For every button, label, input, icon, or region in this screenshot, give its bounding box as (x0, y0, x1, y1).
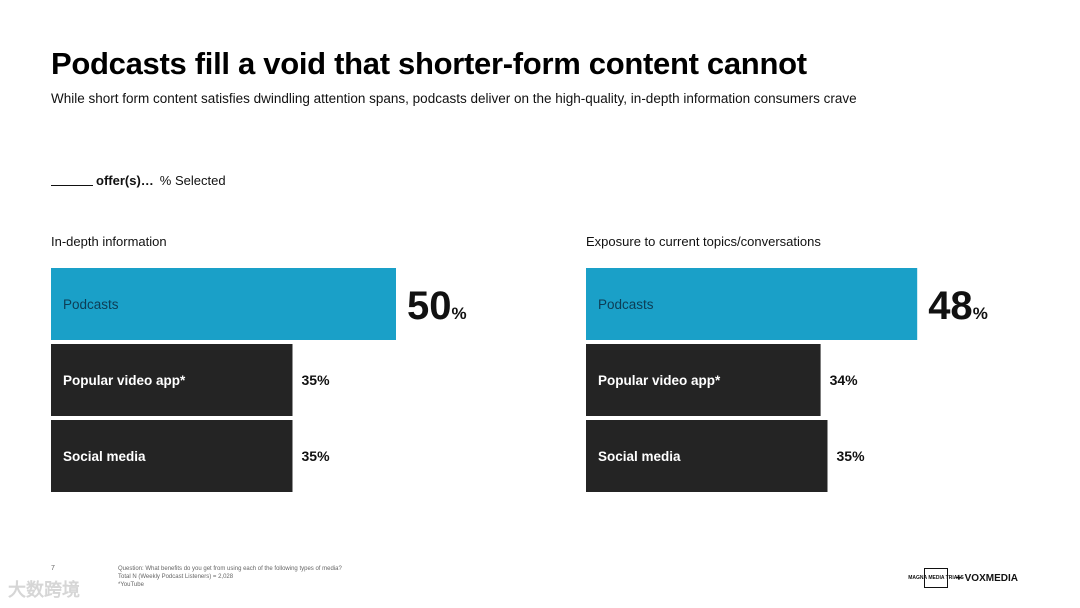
bar-1 (51, 268, 396, 340)
data-label: 50% (407, 284, 467, 328)
legend-suffix: % Selected (159, 173, 226, 188)
bar-label: Popular video app* (63, 373, 186, 388)
chart-title: Exposure to current topics/conversations (586, 234, 821, 249)
data-label: 35% (837, 448, 866, 464)
watermark: 大数跨境 (8, 580, 80, 600)
bar-2 (586, 344, 821, 416)
bar-label: Podcasts (598, 297, 654, 312)
data-label: 34% (830, 372, 859, 388)
blank-underline (51, 185, 93, 186)
data-label: 48% (928, 284, 988, 328)
data-label: 35% (302, 448, 331, 464)
bar-label: Popular video app* (598, 373, 721, 388)
data-label: 35% (302, 372, 331, 388)
logos: MAGNA MEDIA TRIALS + VOXMEDIA (908, 568, 1018, 588)
legend-line: offer(s)… % Selected (51, 173, 226, 188)
bar-3 (51, 420, 293, 492)
footnote-total: Total N (Weekly Podcast Listeners) = 2,0… (118, 574, 234, 580)
chart-1: In-depth information Podcasts 50% Popular v… (51, 234, 467, 492)
bar-3 (586, 420, 828, 492)
footnote-note: *YouTube (118, 582, 144, 588)
footnote: Question: What benefits do you get from … (118, 565, 342, 589)
voxmedia-logo: + VOXMEDIA (956, 572, 1018, 584)
legend-prefix: offer(s)… (96, 173, 154, 188)
bar-label: Social media (598, 449, 681, 464)
footnote-question: Question: What benefits do you get from … (118, 566, 342, 572)
bar-1 (586, 268, 918, 340)
chart-2: Exposure to current topics/conversations… (586, 234, 988, 492)
bar-label: Podcasts (63, 297, 119, 312)
chart-title: In-depth information (51, 234, 167, 249)
page-subtitle: While short form content satisfies dwind… (51, 91, 857, 106)
bar-label: Social media (63, 449, 146, 464)
page-title: Podcasts fill a void that shorter-form c… (51, 46, 807, 81)
magna-logo: MAGNA MEDIA TRIALS (908, 568, 964, 588)
page-number: 7 (51, 565, 55, 572)
bar-2 (51, 344, 293, 416)
